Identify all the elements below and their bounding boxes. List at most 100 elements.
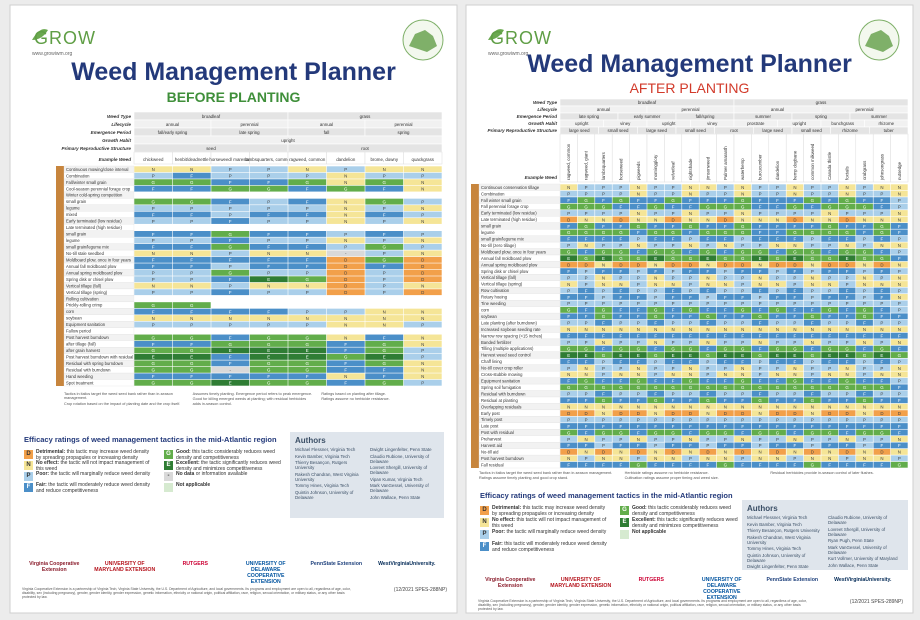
rating-cell xyxy=(890,184,908,191)
rating-cell xyxy=(769,319,786,326)
rating: N xyxy=(828,327,831,332)
rating: P xyxy=(383,206,386,211)
rating: P xyxy=(567,392,570,397)
rating: F xyxy=(741,463,744,468)
rating: N xyxy=(654,411,657,416)
rating: E xyxy=(229,348,232,353)
rating-cell xyxy=(890,436,908,442)
rating-cell xyxy=(172,192,211,199)
rating: G xyxy=(793,204,797,209)
rating-cell xyxy=(577,384,595,391)
rating-cell xyxy=(699,268,717,275)
rating-cell xyxy=(288,211,327,218)
rating-cell xyxy=(699,461,717,468)
rating: G xyxy=(845,379,849,384)
rating: G xyxy=(267,368,271,373)
rating: P xyxy=(672,392,675,397)
rating-cell xyxy=(365,179,404,186)
rating-cell xyxy=(211,276,250,283)
rating-cell xyxy=(873,261,891,268)
rating: P xyxy=(846,321,849,326)
header-group: bunchgrass xyxy=(831,121,855,126)
rating-cell xyxy=(786,371,804,378)
rating-cell xyxy=(664,197,682,204)
rating-cell xyxy=(647,261,665,268)
rating-cell xyxy=(699,274,717,281)
rating: F xyxy=(267,232,270,237)
rating: G xyxy=(845,385,849,390)
rating-cell xyxy=(134,256,173,263)
rating-cell xyxy=(769,248,786,255)
rating-cell xyxy=(821,416,839,423)
rating-cell xyxy=(769,429,786,436)
rating-cell xyxy=(682,294,699,300)
rating-cell xyxy=(288,166,327,173)
rating-cell xyxy=(716,242,734,249)
rating-cell xyxy=(682,313,699,320)
rating-cell xyxy=(856,229,873,236)
rating-cell xyxy=(560,455,578,462)
rating-cell xyxy=(577,423,595,429)
rating-cell xyxy=(560,384,578,391)
website: www.growiwm.org xyxy=(488,51,529,57)
rating: F xyxy=(881,379,884,384)
rating-cell xyxy=(365,243,404,250)
rating: P xyxy=(741,288,744,293)
rating-cell xyxy=(134,295,173,302)
rating: P xyxy=(759,191,762,196)
rating: N xyxy=(190,284,193,289)
header-label: Weed Type xyxy=(107,114,131,119)
rating: D xyxy=(619,217,622,222)
rating-cell xyxy=(134,282,173,289)
rating: P xyxy=(152,174,155,179)
rating: G xyxy=(706,204,710,209)
row-label: Moldboard plow, once in four years xyxy=(481,249,546,254)
rating-cell xyxy=(890,190,908,197)
row-label: corn xyxy=(66,309,75,314)
rating: F xyxy=(707,269,710,274)
rating: F xyxy=(383,335,386,340)
rating-cell xyxy=(577,403,595,410)
rating-cell xyxy=(803,274,821,281)
rating-cell xyxy=(821,442,839,449)
rating-cell xyxy=(803,423,821,429)
rating-cell xyxy=(577,345,595,352)
rating-cell xyxy=(288,185,327,192)
rating: N xyxy=(793,404,796,409)
legend-text: this tactic will moderately reduce weed … xyxy=(492,541,607,553)
header-label: Emergence Period xyxy=(517,114,558,119)
rating-cell xyxy=(612,261,630,268)
rating: P xyxy=(672,185,675,190)
legend-swatch: P xyxy=(480,530,489,539)
rating: E xyxy=(706,256,709,261)
rating: N xyxy=(421,186,424,191)
rating: G xyxy=(828,430,832,435)
rating-cell xyxy=(734,416,752,423)
rating: N xyxy=(190,167,193,172)
rating-cell xyxy=(821,248,839,255)
rating: F xyxy=(707,237,710,242)
rating-cell xyxy=(612,313,630,320)
rating: N xyxy=(724,456,727,461)
title: Weed Management Planner xyxy=(527,50,852,78)
rating-cell xyxy=(365,328,404,334)
rating: F xyxy=(741,398,744,403)
rating: N xyxy=(898,211,901,216)
rating-cell xyxy=(612,255,630,262)
rating-cell xyxy=(803,319,821,326)
rating-cell xyxy=(577,358,595,365)
header-group: annual xyxy=(771,107,784,112)
rating: F xyxy=(881,314,884,319)
rating: F xyxy=(602,269,605,274)
header-group: rhizome xyxy=(878,121,894,126)
rating-cell xyxy=(890,294,908,300)
rating: P xyxy=(267,199,270,204)
row-label: Early post xyxy=(481,411,500,416)
rating-cell xyxy=(134,341,173,347)
rating: G xyxy=(724,230,728,235)
rating: P xyxy=(585,392,588,397)
header-group: late spring xyxy=(579,114,600,119)
row-label-cell xyxy=(63,308,135,315)
rating: P xyxy=(759,295,762,300)
rating: P xyxy=(267,322,270,327)
